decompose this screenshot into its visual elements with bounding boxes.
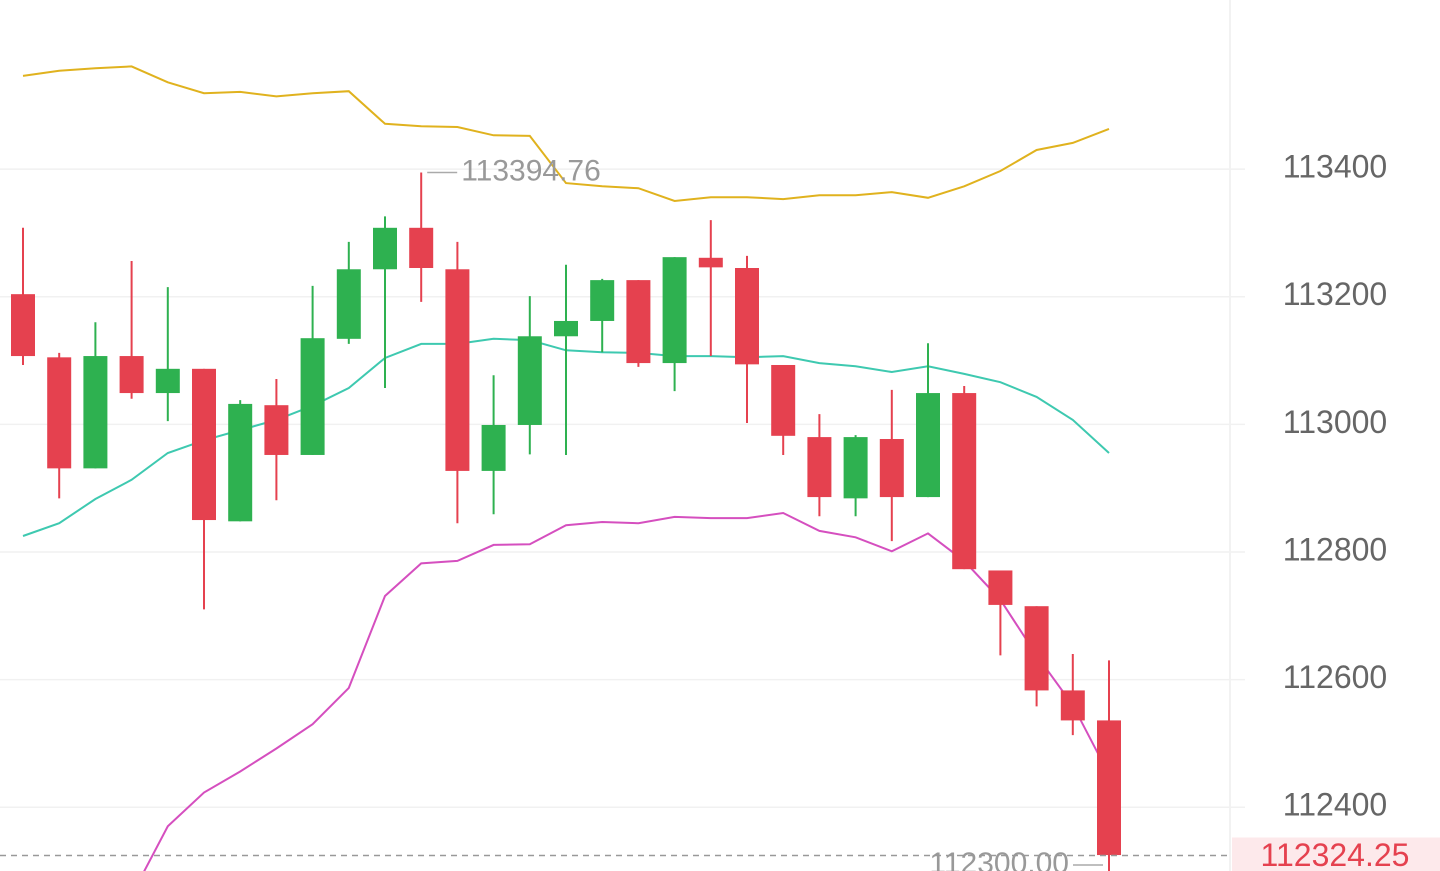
- candle-body: [155, 368, 180, 394]
- last-price-box: [1232, 837, 1440, 871]
- y-tick-label: 112400: [1283, 787, 1387, 823]
- max-label: 113394.76: [461, 154, 601, 187]
- candle-body: [11, 294, 35, 357]
- candle-body: [83, 356, 108, 469]
- candle-body: [373, 227, 397, 270]
- min-label: 112300.00: [929, 847, 1069, 871]
- candle-body: [916, 393, 940, 498]
- candle-body: [554, 320, 578, 337]
- candle-body: [662, 257, 687, 364]
- y-tick-label: 113400: [1283, 149, 1387, 185]
- y-tick-label: 112600: [1283, 659, 1387, 695]
- candle-body: [47, 357, 72, 469]
- candle-body: [698, 257, 723, 268]
- candle-body: [1060, 690, 1085, 721]
- band-line: [22, 65, 1110, 203]
- y-tick-label: 113200: [1283, 276, 1387, 312]
- candle-body: [300, 338, 325, 455]
- candle-body: [843, 437, 868, 499]
- candle-body: [517, 336, 542, 425]
- candle-body: [626, 280, 651, 364]
- candle-body: [409, 227, 434, 268]
- y-tick-label: 112800: [1283, 531, 1387, 567]
- candle-body: [192, 368, 216, 521]
- candle-body: [590, 280, 615, 321]
- last-price-label: 112324.25: [1261, 837, 1410, 871]
- plot-area: [11, 65, 1121, 871]
- candle-body: [879, 439, 904, 498]
- candle-body: [228, 403, 253, 522]
- candle-body: [119, 356, 144, 394]
- candle-body: [807, 437, 832, 498]
- candle-body: [735, 268, 759, 365]
- candle-body: [445, 269, 470, 471]
- band-line: [143, 511, 1110, 871]
- candle-body: [1024, 606, 1049, 691]
- candle-body: [1097, 720, 1121, 856]
- candle-body: [771, 364, 796, 436]
- candle-body: [481, 424, 506, 471]
- y-tick-label: 113000: [1283, 404, 1387, 440]
- candle-body: [336, 269, 361, 339]
- candle-body: [264, 405, 289, 455]
- candle-body: [988, 570, 1013, 605]
- candle-body: [952, 393, 977, 570]
